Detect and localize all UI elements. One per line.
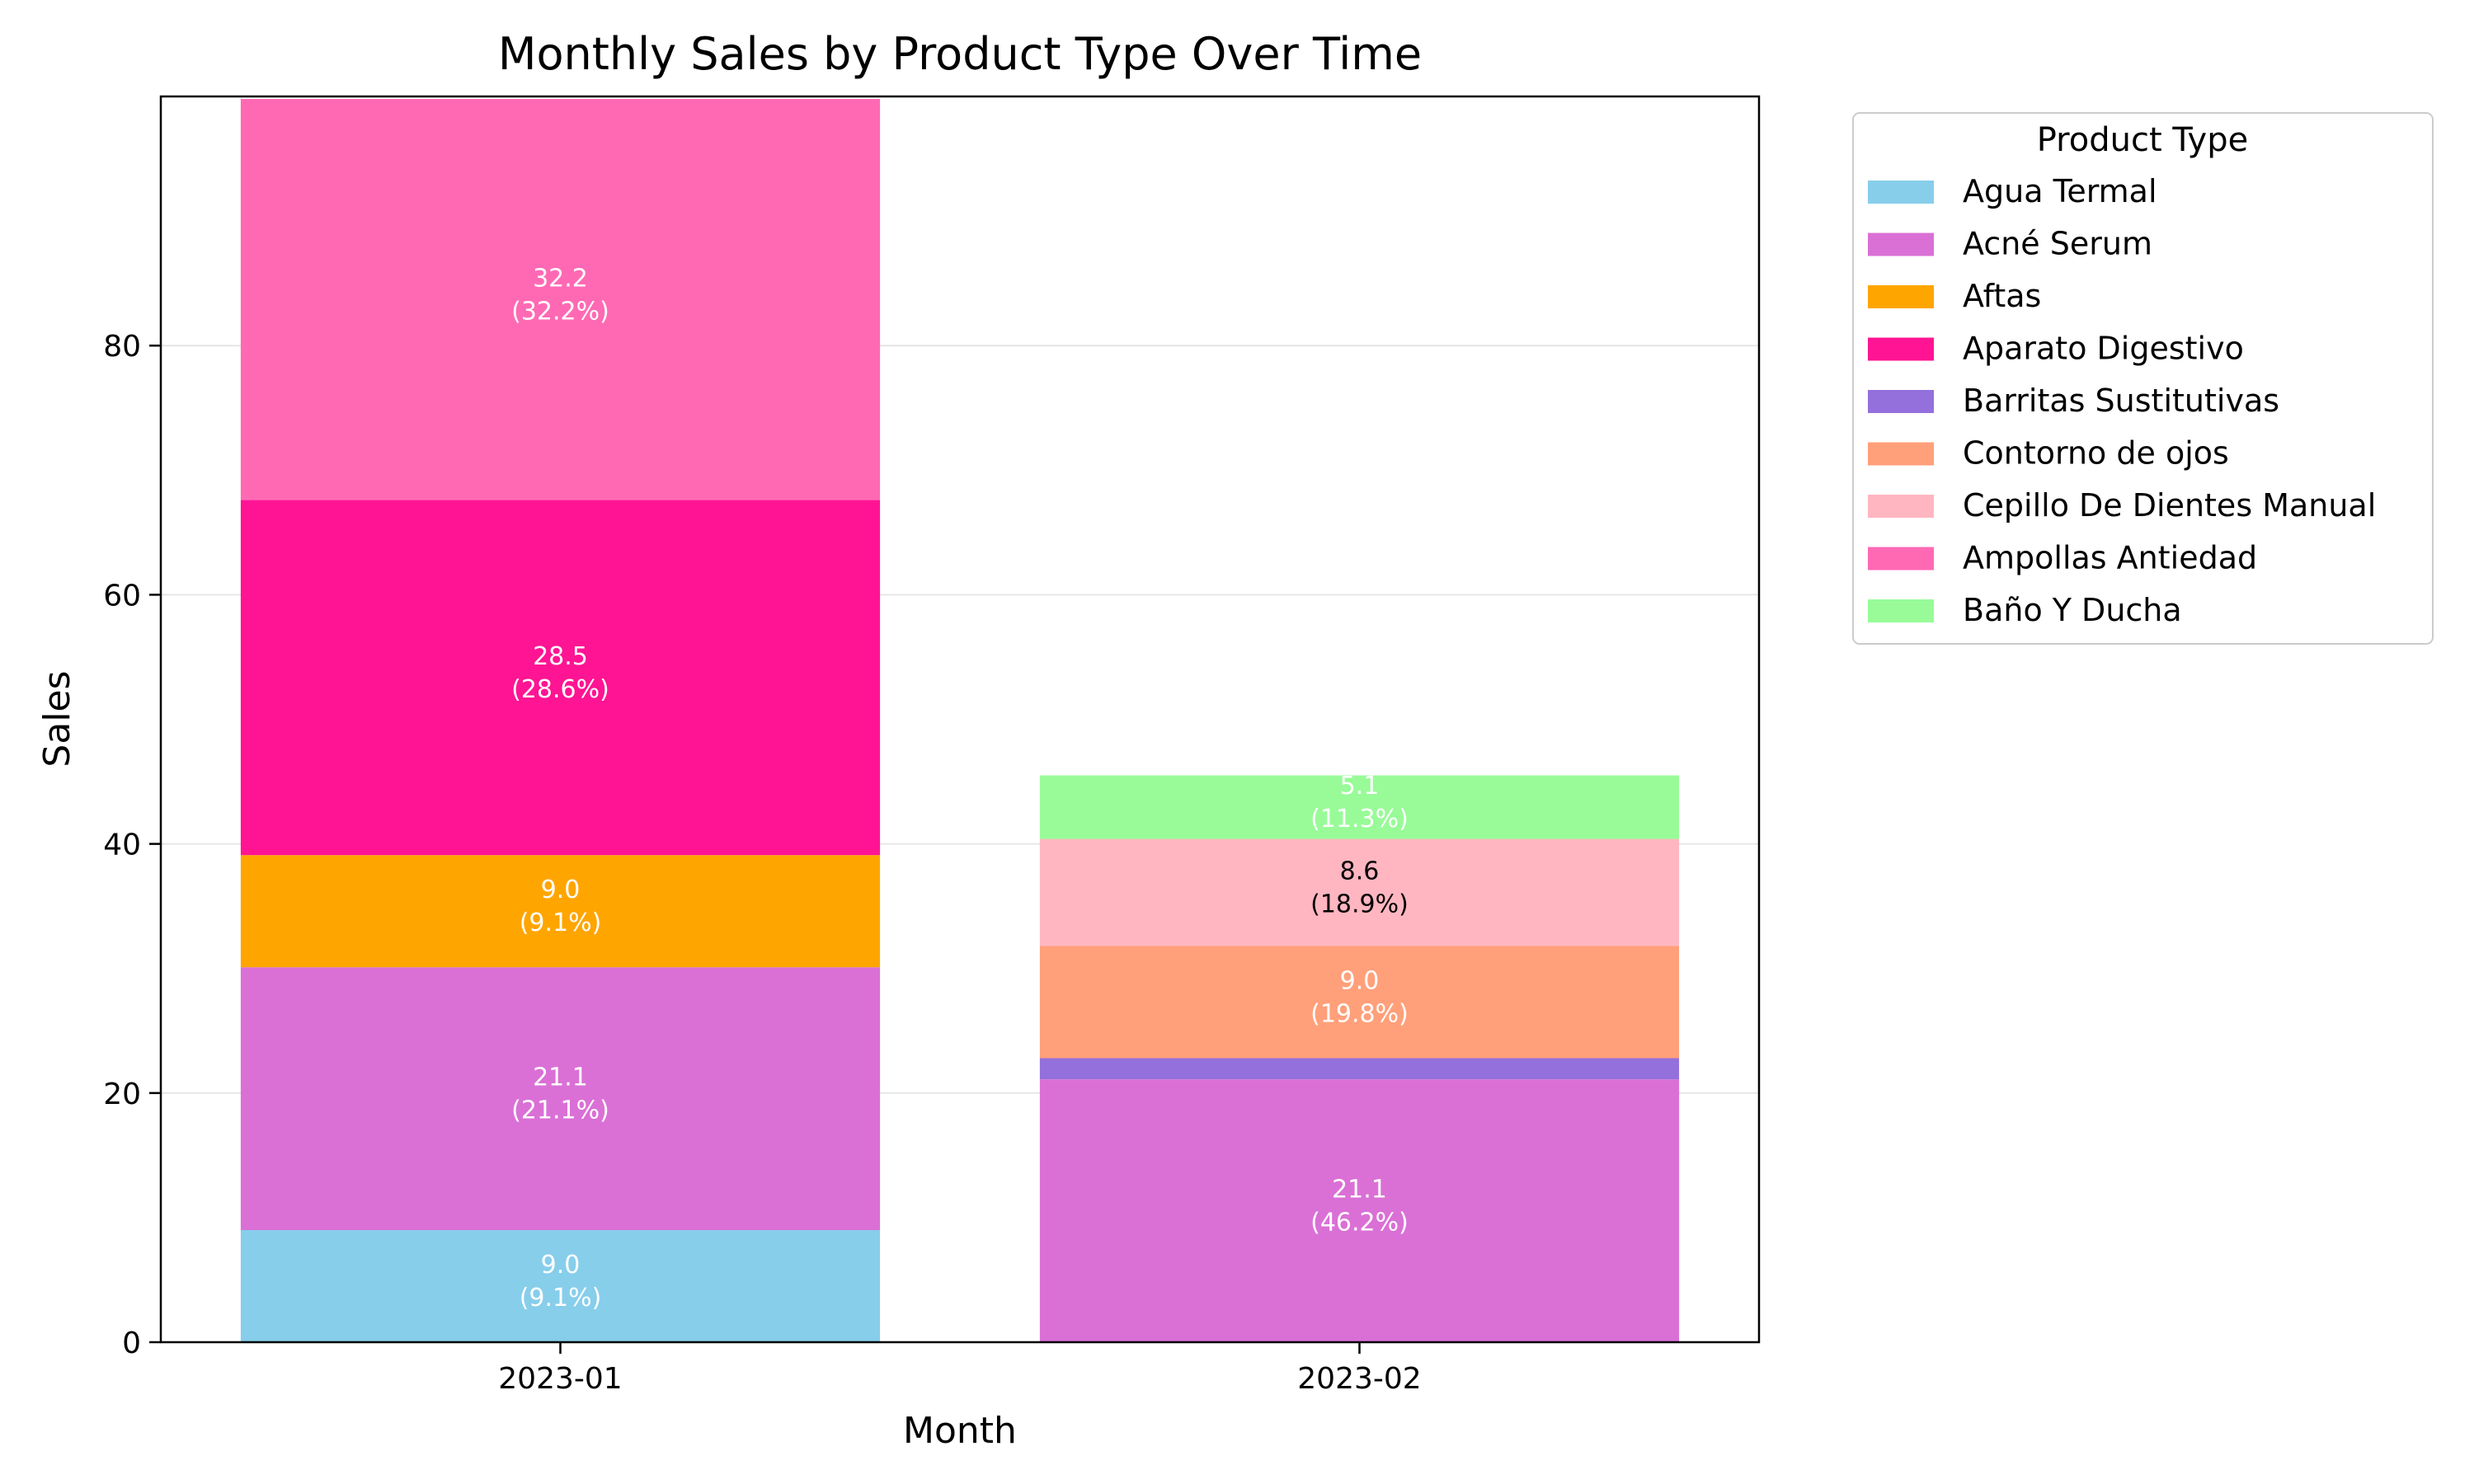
bar-data-label: 9.0: [1340, 966, 1380, 995]
chart-title: Monthly Sales by Product Type Over Time: [498, 28, 1422, 80]
bar-segment: [240, 99, 881, 500]
bar-data-label: (9.1%): [520, 1284, 602, 1313]
legend-swatch: [1868, 285, 1934, 308]
bar-segment: [1039, 1079, 1680, 1342]
x-tick-label: 2023-02: [1297, 1362, 1421, 1396]
legend-swatch: [1868, 599, 1934, 622]
bar-segment: [240, 1230, 881, 1342]
legend-swatch: [1868, 390, 1934, 413]
legend-swatch: [1868, 442, 1934, 466]
legend-swatch: [1868, 232, 1934, 256]
bars: [240, 99, 1680, 1342]
bar-data-label: (9.1%): [520, 909, 602, 937]
bar-data-label: (11.3%): [1310, 805, 1409, 834]
y-tick-label: 0: [122, 1327, 141, 1360]
bar-segment: [1039, 775, 1680, 839]
y-tick-label: 60: [103, 579, 141, 613]
bar-data-label: 8.6: [1340, 857, 1380, 886]
legend-frame: [1852, 112, 2434, 645]
x-tick-label: 2023-01: [498, 1362, 622, 1396]
legend-swatch: [1868, 547, 1934, 571]
legend-swatch: [1868, 337, 1934, 361]
legend-items: Agua Termal Acné Serum Aftas Aparato Digest…: [1868, 173, 2376, 628]
bar-segment: [1039, 946, 1680, 1059]
bar-segment: [240, 967, 881, 1231]
bar-segment: [1039, 1058, 1680, 1080]
x-axis-label: Month: [903, 1410, 1017, 1452]
legend-label: Agua Termal: [1963, 173, 2157, 209]
legend-swatch: [1868, 495, 1934, 518]
legend-label: Aftas: [1963, 278, 2041, 314]
legend-label: Baño Y Ducha: [1963, 592, 2182, 628]
y-axis: 0 20 40 60 80: [103, 330, 161, 1360]
legend-label: Contorno de ojos: [1963, 435, 2229, 472]
legend-label: Cepillo De Dientes Manual: [1963, 487, 2376, 524]
plot-area-frame: [159, 95, 1761, 1344]
bar-data-label: (21.1%): [511, 1097, 609, 1125]
bar-segment: [240, 855, 881, 968]
y-tick-label: 40: [103, 829, 141, 862]
legend-label: Barritas Sustitutivas: [1963, 383, 2279, 419]
bar-data-label: 9.0: [541, 1251, 581, 1280]
bar-data-label: 5.1: [1340, 772, 1380, 801]
legend-title: Product Type: [2037, 121, 2248, 159]
y-axis-label: Sales: [36, 670, 78, 767]
bar-data-label: 21.1: [1332, 1176, 1387, 1205]
bar-data-label: (46.2%): [1310, 1209, 1409, 1237]
bar-data-label: (32.2%): [511, 297, 609, 326]
bar-data-label: (19.8%): [1310, 999, 1409, 1028]
bar-data-label: 21.1: [533, 1064, 588, 1092]
legend-label: Aparato Digestivo: [1963, 331, 2244, 367]
legend-swatch: [1868, 181, 1934, 204]
bar-segment: [240, 500, 881, 856]
bar-segment: [1039, 838, 1680, 946]
legend-label: Acné Serum: [1963, 226, 2152, 262]
y-tick-label: 80: [103, 330, 141, 364]
y-tick-label: 20: [103, 1078, 141, 1111]
x-axis: 2023-01 2023-02: [498, 1342, 1422, 1396]
bar-data-label: 28.5: [533, 642, 588, 671]
bar-data-label: 9.0: [541, 876, 581, 904]
legend-label: Ampollas Antiedad: [1963, 540, 2257, 576]
bar-data-label: (28.6%): [511, 675, 609, 704]
bar-data-label: 32.2: [533, 264, 588, 293]
bar-data-label: (18.9%): [1310, 890, 1409, 919]
bar-labels: 9.0 (9.1%) 21.1 (21.1%) 9.0 (9.1%) 28.5 (28.6%)…: [511, 264, 1409, 1313]
